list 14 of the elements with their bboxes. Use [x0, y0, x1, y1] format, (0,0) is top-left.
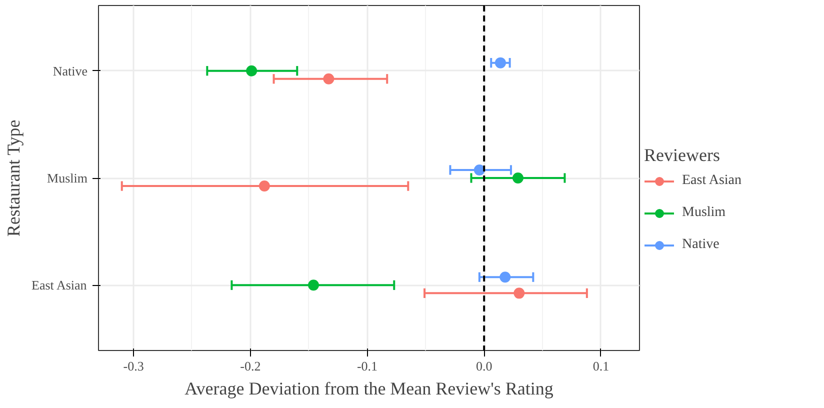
x-tick-label: 0.1	[592, 358, 610, 374]
y-tick-label: Muslim	[47, 170, 88, 186]
legend-label: East Asian	[682, 173, 742, 189]
x-tick-label: -0.2	[240, 358, 261, 374]
x-tick-label: -0.3	[123, 358, 144, 374]
y-axis-title: Restaurant Type	[4, 120, 24, 237]
x-tick-label: 0.0	[476, 358, 492, 374]
y-tick-label: Native	[52, 63, 88, 78]
legend-title: Reviewers	[644, 145, 721, 166]
legend-label: Native	[682, 237, 720, 253]
y-tick-label: East Asian	[32, 278, 88, 293]
x-tick-label: -0.1	[356, 358, 378, 374]
x-axis-title: Average Deviation from the Mean Review's Rating	[184, 378, 554, 398]
legend-label: Muslim	[682, 205, 726, 221]
